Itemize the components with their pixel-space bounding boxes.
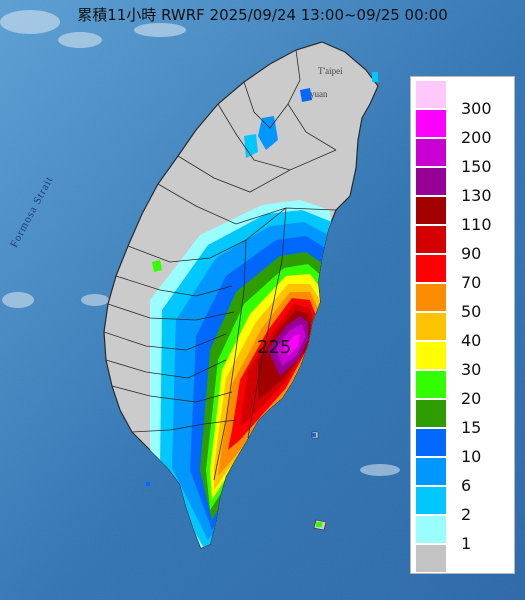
legend-swatch xyxy=(415,254,447,283)
legend-label: 200 xyxy=(461,128,492,147)
legend-swatch xyxy=(415,283,447,312)
islet-rain-cells xyxy=(146,72,378,527)
place-label-taipei: T'aipei xyxy=(318,66,343,76)
legend-label: 130 xyxy=(461,186,492,205)
max-rainfall-label: 225 xyxy=(257,337,292,358)
legend-label: 30 xyxy=(461,360,482,379)
legend-swatch xyxy=(415,399,447,428)
map-title: 累積11小時 RWRF 2025/09/24 13:00~09/25 00:00 xyxy=(77,6,448,24)
county-boundaries xyxy=(103,49,337,481)
legend-panel: 300 200 150 130 110 90 70 50 40 30 20 15 10 6 2 1 xyxy=(410,76,515,574)
legend-label: 150 xyxy=(461,157,492,176)
legend-swatch xyxy=(415,138,447,167)
rainfall-shading xyxy=(150,88,340,548)
legend-swatch xyxy=(415,515,447,544)
legend-swatch xyxy=(415,225,447,254)
legend-label: 110 xyxy=(461,215,492,234)
legend-label: 10 xyxy=(461,447,482,466)
legend-label: 70 xyxy=(461,273,482,292)
legend-swatch xyxy=(415,341,447,370)
legend-label: 20 xyxy=(461,389,482,408)
place-label-taoyuan: yuan xyxy=(310,89,328,99)
legend-swatch xyxy=(415,370,447,399)
legend-swatch xyxy=(415,457,447,486)
legend-swatch xyxy=(415,80,447,109)
legend-label: 40 xyxy=(461,331,482,350)
legend-swatch xyxy=(415,312,447,341)
legend-swatch xyxy=(415,196,447,225)
legend-label: 2 xyxy=(461,505,472,524)
legend-label: 300 xyxy=(461,99,492,118)
legend-label: 6 xyxy=(461,476,472,495)
legend-swatch xyxy=(415,109,447,138)
legend-swatch xyxy=(415,167,447,196)
legend-label: 50 xyxy=(461,302,482,321)
legend-label: 1 xyxy=(461,534,472,553)
legend-label: 15 xyxy=(461,418,482,437)
legend-label: 90 xyxy=(461,244,482,263)
legend-swatch xyxy=(415,428,447,457)
legend-swatch xyxy=(415,486,447,515)
legend-swatch xyxy=(415,544,447,573)
